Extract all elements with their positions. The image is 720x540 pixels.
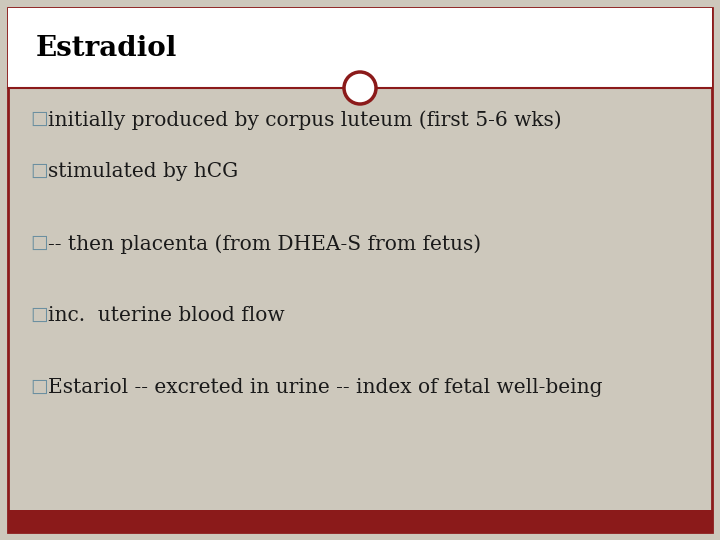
Text: □: □ [30,234,48,252]
Text: □: □ [30,162,48,180]
Text: stimulated by hCG: stimulated by hCG [48,162,238,181]
Bar [8,8,712,88]
Text: -- then placenta (from DHEA-S from fetus): -- then placenta (from DHEA-S from fetus… [48,234,481,254]
Text: Estariol -- excreted in urine -- index of fetal well-being: Estariol -- excreted in urine -- index o… [48,378,603,397]
Bar [8,510,712,532]
Text: □: □ [30,306,48,324]
Text: inc.  uterine blood flow: inc. uterine blood flow [48,306,284,325]
Text: □: □ [30,110,48,128]
Text: □: □ [30,378,48,396]
Text: initially produced by corpus luteum (first 5-6 wks): initially produced by corpus luteum (fir… [48,110,562,130]
Text: Estradiol: Estradiol [36,35,177,62]
Circle shape [344,72,376,104]
